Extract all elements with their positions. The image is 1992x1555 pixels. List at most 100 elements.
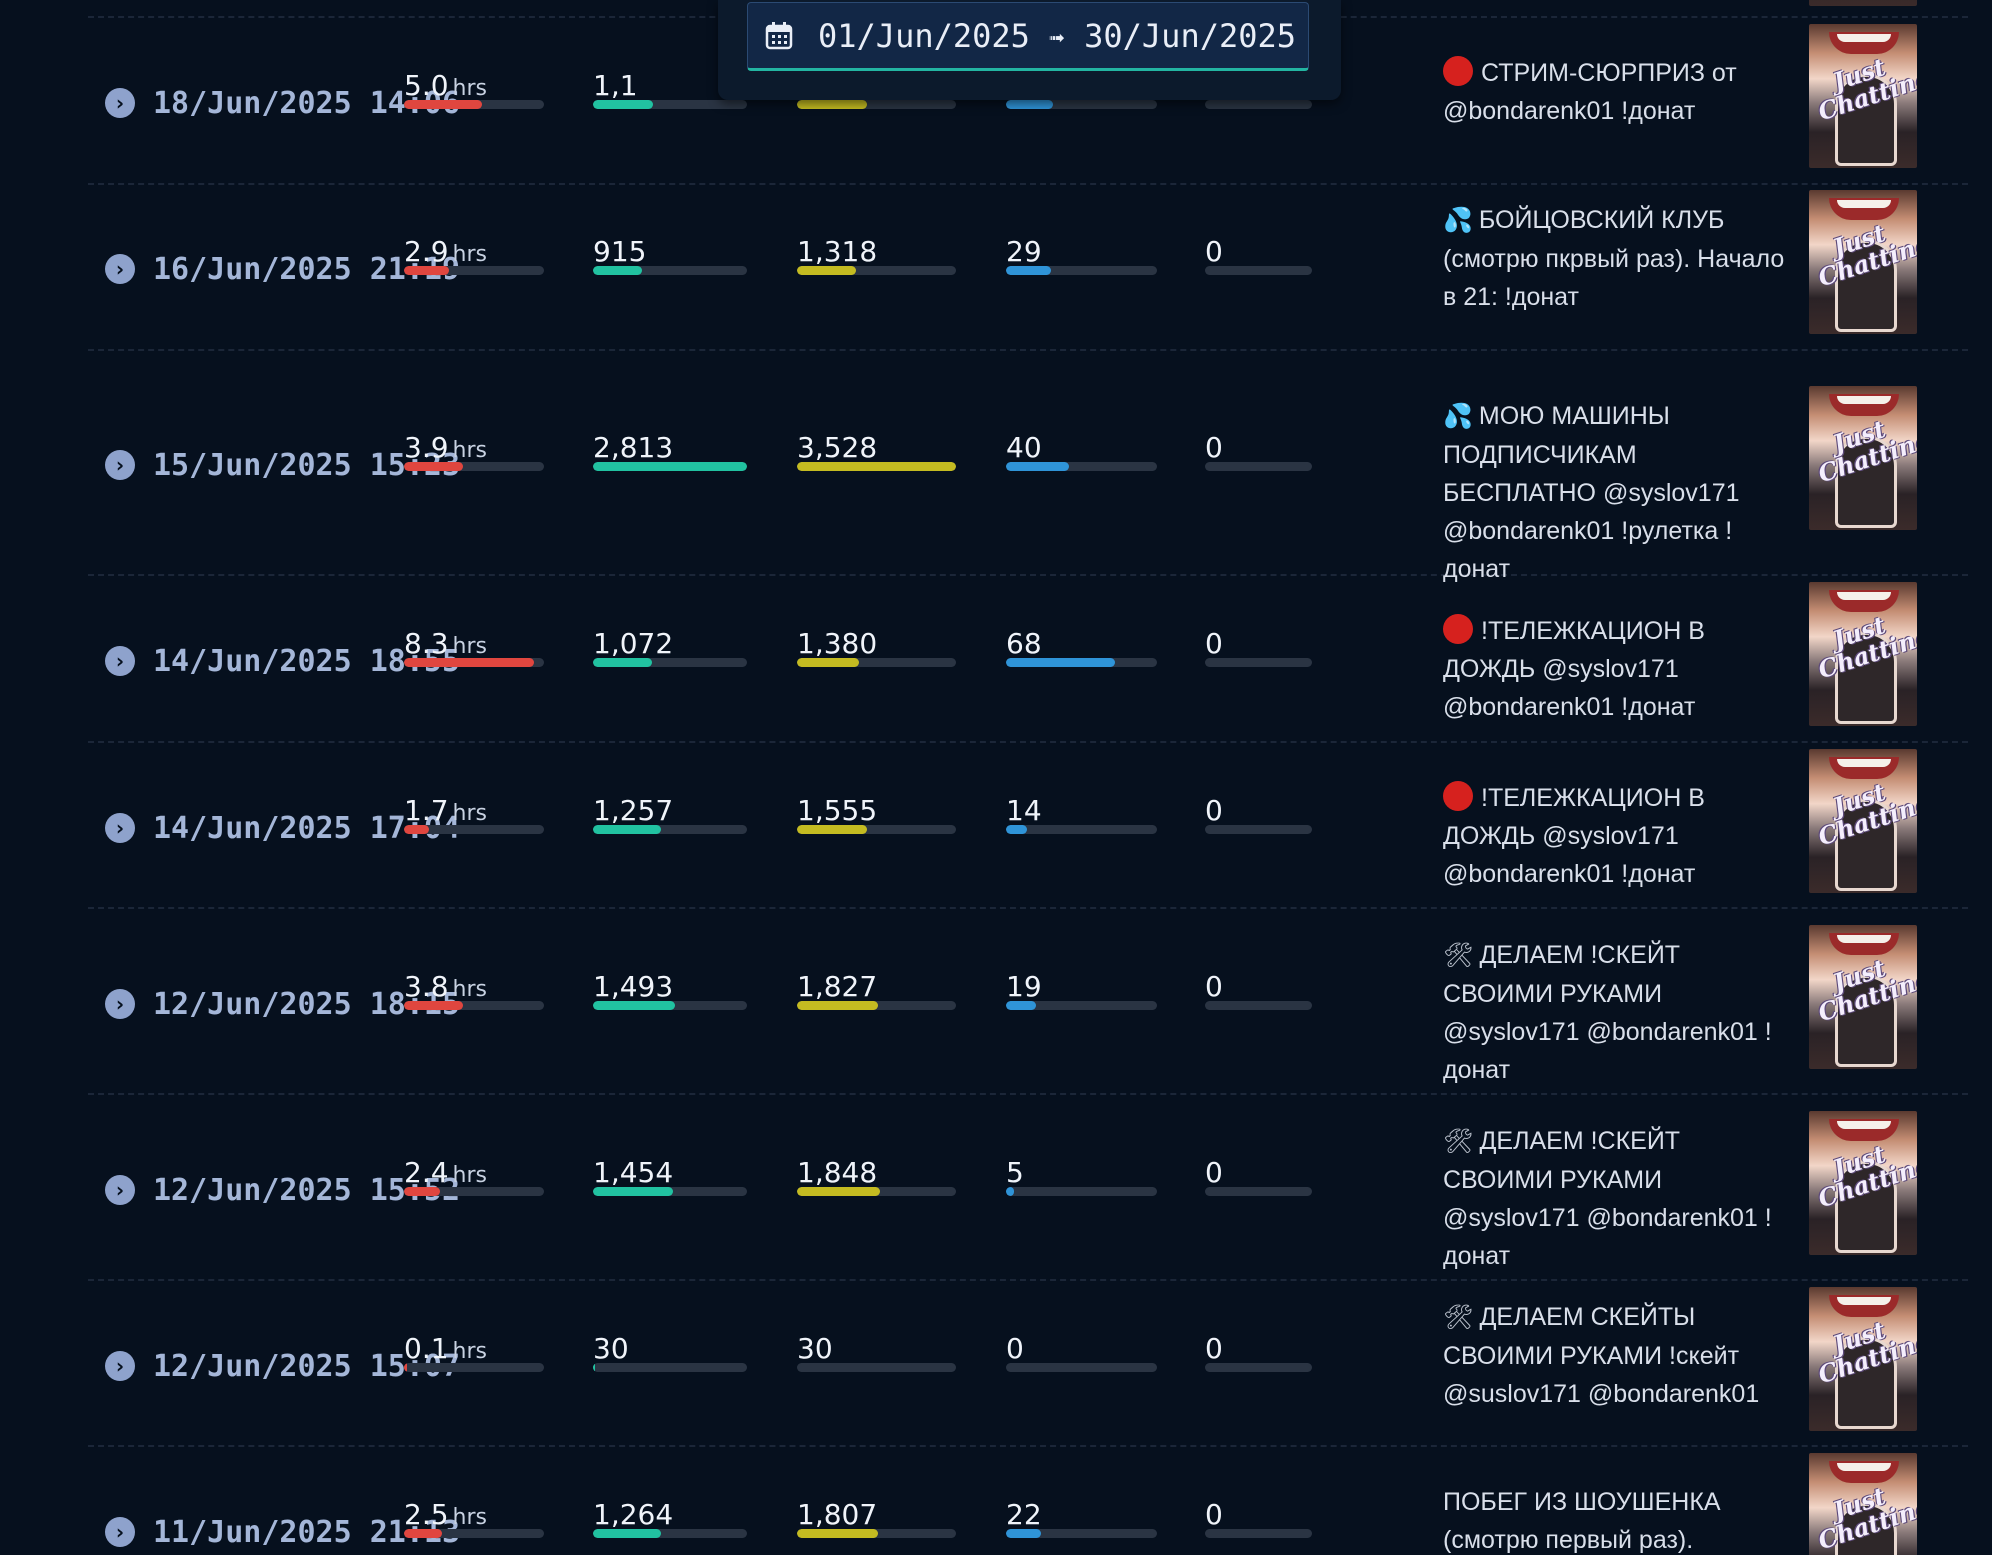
stream-title[interactable]: 💦 МОЮ МАШИНЫ ПОДПИСЧИКАМ БЕСПЛАТНО @syslo… [1443, 397, 1793, 588]
thumbnail-mug [1835, 74, 1897, 166]
expand-chevron-icon[interactable]: › [105, 813, 135, 843]
category-thumbnail[interactable]: Just Chatting [1809, 24, 1917, 168]
category-thumbnail[interactable]: Just Chatting [1809, 925, 1917, 1069]
avg-bar [593, 825, 747, 834]
duration-number: 0.1 [404, 1332, 449, 1365]
thumbnail-mug [1835, 799, 1897, 891]
stream-title[interactable]: ПОБЕГ ИЗ ШОУШЕНКА (смотрю первый раз). [1443, 1483, 1793, 1555]
stream-title[interactable]: !ТЕЛЕЖКАЦИОН В ДОЖДЬ @syslov171 @bondare… [1443, 779, 1793, 893]
peak-bar-fill [797, 1001, 879, 1010]
tools-icon: 🛠 [1443, 942, 1474, 969]
duration-value: 1.7 hrs [404, 794, 487, 827]
followers-value: 19 [1006, 970, 1042, 1003]
category-thumbnail[interactable]: Just Chatting [1809, 1111, 1917, 1255]
row-separator [88, 183, 1968, 185]
stream-row[interactable]: ›18/Jun/2025 14:065.0hrs1,11,530СТРИМ-СЮ… [88, 22, 1968, 170]
avg-viewers-value: 1,454 [593, 1156, 674, 1189]
row-separator [88, 741, 1968, 743]
duration-unit: hrs [452, 1505, 487, 1530]
thumbnail-teeth [1837, 396, 1891, 404]
stream-title[interactable]: 💦 БОЙЦОВСКИЙ КЛУБ (смотрю пкрвый раз). На… [1443, 201, 1793, 316]
duration-unit: hrs [452, 242, 487, 267]
stream-row[interactable]: › 14/Jun/2025 17:04 1.7 hrs 1,257 1,555 14 0 !ТЕ… [88, 747, 1968, 895]
date-range-field[interactable]: 01/Jun/2025 ➟ 30/Jun/2025 [747, 2, 1309, 71]
thumbnail-mug [1835, 240, 1897, 332]
followers-bar [1006, 1363, 1157, 1372]
calendar-icon [765, 22, 793, 50]
peak-viewers-value: 30 [797, 1332, 833, 1365]
category-thumbnail[interactable]: Just Chatting [1809, 1453, 1917, 1555]
peak-bar-fill [797, 1529, 879, 1538]
stream-title[interactable]: !ТЕЛЕЖКАЦИОН В ДОЖДЬ @syslov171 @bondare… [1443, 612, 1793, 726]
hours-bar-fill [404, 658, 535, 667]
avg-bar-fill [593, 462, 747, 471]
followers-value: 22 [1006, 1498, 1042, 1531]
thumbnail-mug [1835, 632, 1897, 724]
followers-value: 40 [1006, 431, 1042, 464]
subs-bar [1205, 825, 1312, 834]
stream-title[interactable]: 🛠 ДЕЛАЕМ СКЕЙТЫ СВОИМИ РУКАМИ !скейт @sus… [1443, 1298, 1793, 1413]
avg-viewers-value: 1,1 [593, 69, 638, 102]
thumbnail-teeth [1837, 1297, 1891, 1305]
category-thumbnail[interactable]: Just Chatting [1809, 386, 1917, 530]
stream-title[interactable]: 🛠 ДЕЛАЕМ !СКЕЙТ СВОИМИ РУКАМИ @syslov171 … [1443, 936, 1793, 1089]
hours-bar [404, 1363, 544, 1372]
category-thumbnail[interactable]: Just Chatting [1809, 1287, 1917, 1431]
avg-bar [593, 658, 747, 667]
stream-row[interactable]: › 14/Jun/2025 18:55 8.3 hrs 1,072 1,380 68 0 !ТЕ… [88, 580, 1968, 728]
expand-chevron-icon[interactable]: › [105, 646, 135, 676]
stream-row[interactable]: › 12/Jun/2025 15:07 0.1 hrs 30 30 0 0 🛠 ДЕЛАЕМ СК… [88, 1285, 1968, 1433]
expand-chevron-icon[interactable]: › [105, 1517, 135, 1547]
date-range-start: 01/Jun/2025 [818, 17, 1030, 55]
expand-chevron-icon[interactable]: › [105, 1351, 135, 1381]
duration-number: 2.5 [404, 1498, 449, 1531]
red-circle-icon [1443, 614, 1473, 644]
followers-bar [1006, 266, 1157, 275]
stream-row[interactable]: › 16/Jun/2025 21:19 2.9 hrs 915 1,318 29 0 💦 БОЙЦ… [88, 188, 1968, 336]
category-thumbnail[interactable]: Just Chatting [1809, 190, 1917, 334]
peak-viewers-value: 1,555 [797, 794, 878, 827]
avg-viewers-value: 1,072 [593, 627, 674, 660]
thumbnail-mug [1835, 1161, 1897, 1253]
category-thumbnail[interactable]: Just Chatting [1809, 749, 1917, 893]
followers-bar-fill [1006, 658, 1115, 667]
avg-bar [593, 1529, 747, 1538]
expand-chevron-icon[interactable]: › [105, 1175, 135, 1205]
expand-chevron-icon[interactable]: › [105, 88, 135, 118]
category-name: Just Chatting [1814, 1481, 1917, 1555]
followers-value: 68 [1006, 627, 1042, 660]
thumbnail-teeth [1837, 1463, 1891, 1471]
tools-icon: 🛠 [1443, 1128, 1474, 1155]
duration-value: 2.4 hrs [404, 1156, 487, 1189]
followers-bar-fill [1006, 462, 1070, 471]
expand-chevron-icon[interactable]: › [105, 989, 135, 1019]
avg-viewers-value: 1,257 [593, 794, 674, 827]
hours-bar-fill [404, 1001, 463, 1010]
category-name: Just Chatting [1814, 1315, 1917, 1390]
duration-unit: hrs [452, 438, 487, 463]
avg-bar [593, 1001, 747, 1010]
peak-bar [797, 1001, 956, 1010]
stream-row[interactable]: › 11/Jun/2025 21:13 2.5 hrs 1,264 1,807 22 0 ПОБ… [88, 1451, 1968, 1555]
row-separator [88, 574, 1968, 576]
avg-bar-fill [593, 100, 654, 109]
subs-bar [1205, 462, 1312, 471]
duration-number: 1.7 [404, 794, 449, 827]
category-thumbnail[interactable]: Just Chatting [1809, 582, 1917, 726]
stream-row[interactable]: › 12/Jun/2025 18:15 3.8 hrs 1,493 1,827 19 0 🛠 ДЕ… [88, 913, 1968, 1084]
stream-title[interactable]: 🛠 ДЕЛАЕМ !СКЕЙТ СВОИМИ РУКАМИ @syslov171 … [1443, 1122, 1793, 1275]
avg-bar-fill [593, 266, 643, 275]
avg-viewers-value: 2,813 [593, 431, 674, 464]
followers-value: 14 [1006, 794, 1042, 827]
peak-bar-fill [797, 100, 867, 109]
followers-bar [1006, 1529, 1157, 1538]
red-circle-icon [1443, 56, 1473, 86]
peak-viewers-value: 1,318 [797, 235, 878, 268]
subs-bar [1205, 100, 1312, 109]
expand-chevron-icon[interactable]: › [105, 254, 135, 284]
stream-row[interactable]: › 15/Jun/2025 15:23 3.9 hrs 2,813 3,528 40 0 💦 МО… [88, 354, 1968, 583]
stream-title[interactable]: СТРИМ-СЮРПРИЗ от @bondarenk01 !донат [1443, 54, 1793, 130]
stream-row[interactable]: › 12/Jun/2025 15:52 2.4 hrs 1,454 1,848 5 0 🛠 ДЕЛ… [88, 1099, 1968, 1270]
row-separator [88, 907, 1968, 909]
expand-chevron-icon[interactable]: › [105, 450, 135, 480]
